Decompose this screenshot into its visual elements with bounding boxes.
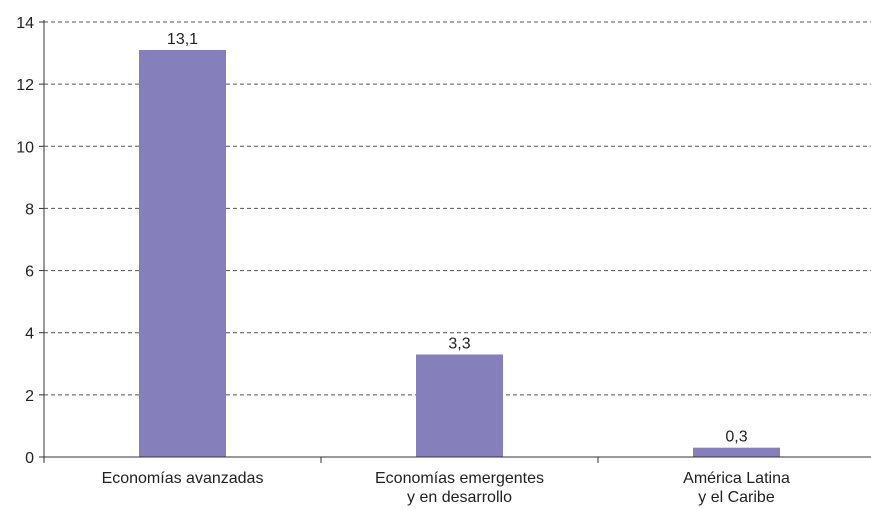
data-labels: 13,1 3,3 0,3	[167, 31, 748, 446]
x-category-label-line: América Latina	[683, 470, 790, 487]
y-tick-label: 4	[25, 326, 34, 343]
bar	[416, 354, 503, 457]
y-tick-label: 10	[16, 139, 34, 156]
bar	[139, 49, 226, 457]
data-label: 0,3	[725, 429, 747, 446]
y-tick-label: 8	[25, 201, 34, 218]
y-tick-label: 6	[25, 264, 34, 281]
y-tick-label: 12	[16, 77, 34, 94]
x-category-label-line: y en desarrollo	[407, 489, 512, 506]
gridlines	[44, 21, 871, 396]
x-category-label: Economías emergentes y en desarrollo	[375, 470, 544, 506]
y-tick-label: 14	[16, 15, 34, 32]
x-category-label-line: Economías avanzadas	[102, 470, 264, 487]
data-label: 13,1	[167, 31, 198, 48]
axes	[43, 20, 871, 463]
x-category-label: América Latina y el Caribe	[683, 470, 790, 506]
bar	[693, 447, 780, 457]
x-axis-labels: Economías avanzadas Economías emergentes y…	[102, 470, 790, 506]
x-category-label-line: y el Caribe	[698, 489, 775, 506]
x-category-label: Economías avanzadas	[102, 470, 264, 487]
data-label: 3,3	[448, 335, 470, 352]
bars	[139, 49, 780, 457]
y-axis-ticks: 0 2 4 6 8 10 12 14	[16, 15, 44, 467]
x-category-label-line: Economías emergentes	[375, 470, 544, 487]
y-tick-label: 2	[25, 388, 34, 405]
y-tick-label: 0	[25, 450, 34, 467]
